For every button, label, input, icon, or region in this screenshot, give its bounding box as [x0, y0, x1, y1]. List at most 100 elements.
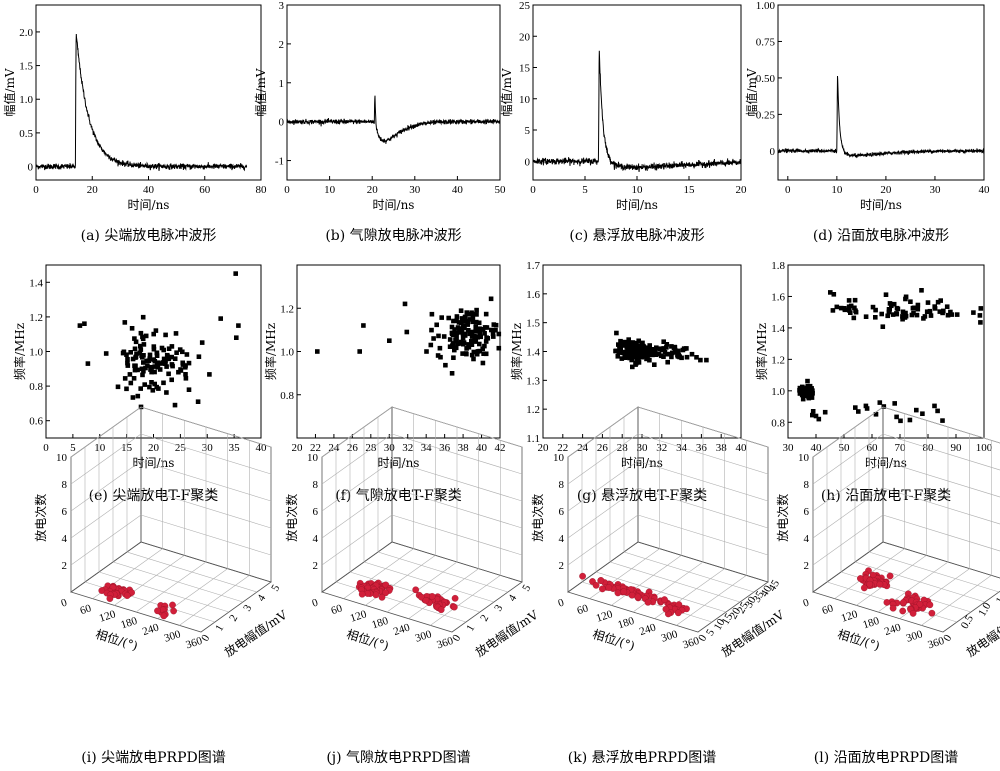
data-point [816, 416, 822, 422]
discharge-point [614, 589, 622, 597]
data-point [450, 330, 456, 336]
x-tick-label: 120 [349, 608, 369, 625]
y-tick-label: 2 [227, 613, 240, 624]
data-point [900, 309, 906, 315]
y-tick-label: 20 [519, 31, 531, 43]
x-tick-label: 32 [402, 442, 413, 454]
x-axis-label: 时间/ns [616, 198, 658, 212]
x-tick-label: 120 [595, 608, 615, 625]
grid-line [321, 487, 393, 539]
data-point [615, 354, 621, 359]
grid-line [609, 561, 741, 603]
data-point [186, 360, 192, 366]
data-point [483, 311, 489, 317]
data-point [438, 354, 443, 360]
data-point [895, 306, 901, 312]
prpd-panel-l: 24681006012018024030036000.51.01.52.0放电次… [775, 406, 1000, 766]
x-tick-label: 26 [597, 442, 609, 454]
z-tick-label: 8 [313, 479, 319, 491]
data-point [654, 345, 659, 350]
data-point [466, 328, 471, 333]
data-point [404, 329, 410, 335]
discharge-point [860, 584, 868, 592]
data-point [138, 330, 144, 336]
data-point [172, 402, 178, 408]
data-point [704, 357, 709, 363]
grid-line [70, 433, 142, 485]
grid-line [611, 555, 682, 606]
data-point [132, 346, 138, 352]
x-tick-label: 5 [582, 184, 588, 196]
plot-frame [532, 4, 742, 181]
y-tick-label: 1.6 [771, 291, 785, 303]
y-tick-label: 0.8 [771, 417, 785, 429]
x-axis-label: 时间/ns [133, 456, 175, 470]
data-point [629, 345, 634, 350]
data-point [915, 306, 921, 312]
data-point [640, 340, 645, 346]
z-tick-label: 6 [313, 506, 319, 518]
z-tick-label: 8 [62, 479, 68, 491]
data-point [689, 351, 695, 357]
data-point [940, 418, 945, 423]
y-tick-label: 1.0 [280, 347, 294, 359]
x-tick-label: 40 [452, 184, 464, 196]
data-point [474, 307, 479, 313]
panel-caption: (h) 沿面放电T-F聚类 [821, 488, 951, 504]
data-point [454, 334, 459, 339]
discharge-point [450, 603, 458, 611]
x-tick-label: 0 [284, 184, 290, 196]
x-tick-label: 300 [660, 628, 680, 645]
data-point [207, 372, 212, 377]
y-tick-label: 1.2 [280, 303, 294, 315]
y-tick-label: 1 [279, 78, 285, 90]
data-point [140, 372, 145, 378]
data-point [164, 364, 169, 369]
data-point [471, 349, 477, 355]
data-point [458, 339, 464, 345]
data-point [139, 366, 145, 372]
data-point [636, 360, 642, 365]
data-point [146, 358, 152, 363]
data-point [803, 390, 808, 396]
data-point [140, 314, 146, 320]
data-point [810, 412, 815, 418]
data-point [125, 363, 131, 368]
data-point [920, 411, 925, 416]
discharge-point [857, 575, 864, 582]
x-tick-label: 300 [414, 628, 434, 645]
discharge-point [597, 577, 605, 584]
waveform-panel-b: 0 10 20 30 40 50 -1 0 1 2 3 时间/ns 幅值/mV (b) 气隙放电脉冲波形 [253, 0, 506, 244]
data-point [186, 387, 192, 392]
x-tick-label: 360 [435, 635, 455, 652]
data-point [642, 349, 648, 355]
data-point [684, 346, 689, 351]
data-point [125, 360, 130, 366]
data-point [801, 393, 807, 398]
y-tick-label: 0 [28, 162, 34, 174]
data-point [424, 349, 429, 354]
x-tick-label: 70 [895, 442, 907, 454]
data-point [873, 412, 879, 417]
x-tick-label: 20 [367, 184, 379, 196]
x-axis-label: 相位/(°) [94, 626, 140, 653]
data-point [664, 345, 669, 350]
data-point [919, 288, 924, 293]
data-point [447, 344, 453, 349]
data-point [154, 384, 159, 390]
z-tick-label: 8 [559, 479, 565, 491]
data-point [651, 347, 657, 352]
data-point [463, 318, 468, 324]
data-point [470, 319, 475, 325]
y-tick-label: 1.4 [771, 323, 785, 335]
data-point [469, 341, 474, 347]
data-point [458, 320, 464, 326]
grid-line [567, 514, 639, 566]
x-tick-label: 0 [530, 184, 536, 196]
data-point [846, 304, 852, 309]
data-point [460, 351, 465, 356]
data-point [938, 298, 943, 303]
data-point [475, 335, 480, 340]
data-point [459, 316, 465, 321]
